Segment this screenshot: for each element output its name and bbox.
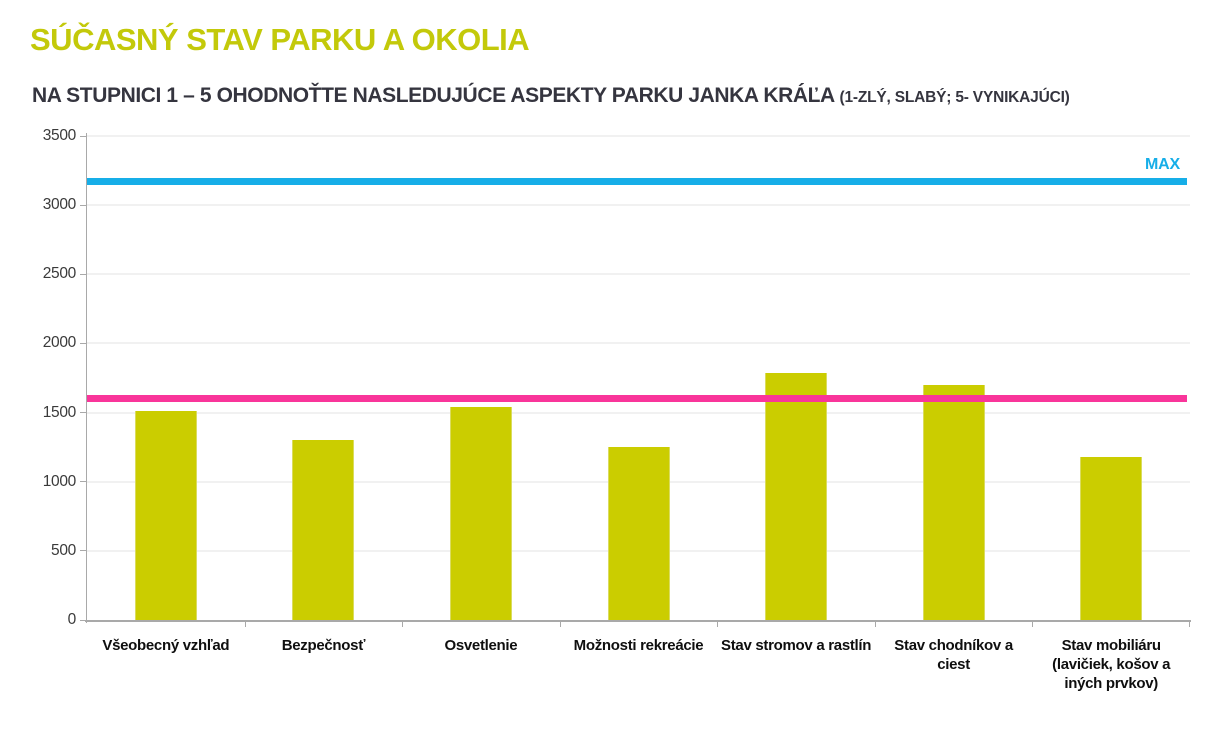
x-category-label: Stav mobiliáru (lavičiek, košov a iných pr… [1026, 636, 1196, 693]
x-boundary-tick [402, 622, 404, 627]
y-tick-label: 2500 [42, 265, 77, 283]
y-tick [80, 481, 87, 483]
bar [134, 411, 197, 620]
plot-area: MAX [87, 135, 1190, 620]
gridline [87, 342, 1190, 345]
x-category-label-line: iných prvkov) [1064, 675, 1158, 693]
bar [765, 373, 828, 620]
page-title: SÚČASNÝ STAV PARKU A OKOLIA [30, 22, 530, 57]
x-end-tick [1189, 622, 1190, 627]
chart-subtitle-note: (1-ZLÝ, SLABÝ; 5- VYNIKAJÚCI) [839, 89, 1070, 106]
x-category-label: Bezpečnosť [238, 636, 408, 655]
gridline [87, 411, 1190, 414]
y-tick [80, 619, 87, 621]
y-tick-label: 3000 [42, 196, 77, 214]
y-tick [80, 342, 87, 344]
x-category-label-line: Stav mobiliáru [1061, 637, 1161, 654]
x-category-label-line: Osvetlenie [444, 637, 518, 654]
chart-subtitle-text: NA STUPNICI 1 – 5 OHODNOŤTE NASLEDUJÚCE … [32, 84, 835, 107]
x-boundary-tick [717, 622, 719, 627]
y-tick [80, 273, 87, 275]
x-category-label: Osvetlenie [396, 636, 566, 655]
y-tick-label: 2000 [42, 334, 77, 352]
x-category-label-line: Možnosti rekreácie [573, 637, 704, 654]
x-boundary-tick [1032, 622, 1034, 627]
y-axis-line [86, 133, 87, 623]
bar [292, 440, 355, 620]
max-line-label: MAX [1145, 155, 1180, 173]
bar [1080, 456, 1143, 620]
bar [922, 384, 985, 620]
x-category-label: Všeobecný vzhľad [81, 636, 251, 655]
y-tick [80, 135, 87, 137]
x-category-label-line: ciest [937, 656, 970, 674]
bar [607, 446, 670, 620]
x-category-label: Stav chodníkov a ciest [869, 636, 1039, 674]
gridline [87, 273, 1190, 276]
y-tick [80, 412, 87, 414]
x-category-label-line: Stav chodníkov a [894, 637, 1013, 654]
x-category-label-line: (lavičiek, košov a [1052, 656, 1171, 674]
x-category-label: Možnosti rekreácie [554, 636, 724, 655]
max-reference-line [87, 178, 1187, 186]
x-category-label-line: Bezpečnosť [281, 637, 366, 654]
chart-subtitle: NA STUPNICI 1 – 5 OHODNOŤTE NASLEDUJÚCE … [32, 84, 1070, 108]
x-category-label-line: Všeobecný vzhľad [102, 637, 230, 654]
x-boundary-tick [244, 622, 246, 627]
x-axis-line [85, 620, 1191, 622]
pink-reference-line [87, 395, 1187, 403]
x-category-label-line: Stav stromov a rastlín [721, 637, 872, 654]
y-tick-label: 0 [67, 611, 77, 628]
gridline [87, 204, 1190, 207]
y-tick [80, 550, 87, 552]
gridline [87, 135, 1190, 137]
x-category-label: Stav stromov a rastlín [711, 636, 881, 655]
bar [449, 407, 512, 620]
y-tick-label: 1000 [42, 472, 77, 490]
y-tick-label: 3500 [42, 127, 77, 144]
x-boundary-tick [874, 622, 876, 627]
y-tick [80, 204, 87, 206]
x-boundary-tick [559, 622, 561, 627]
y-tick-label: 1500 [42, 403, 77, 421]
y-tick-label: 500 [51, 541, 76, 559]
